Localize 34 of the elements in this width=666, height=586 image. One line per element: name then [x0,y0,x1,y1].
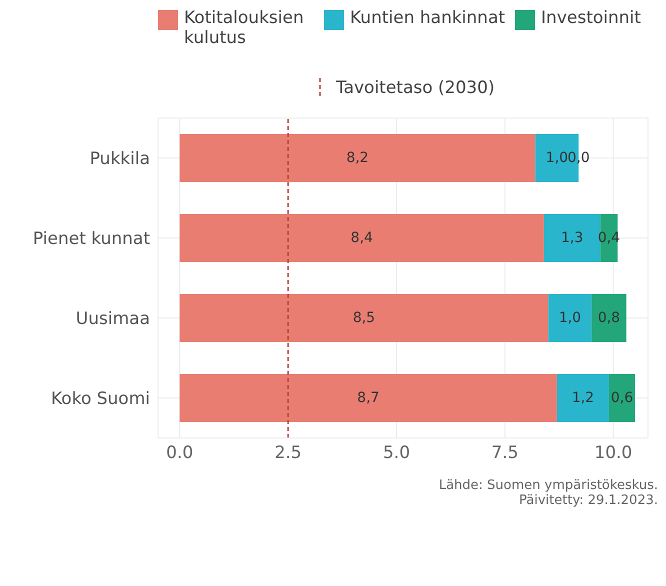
bar [544,214,600,262]
data-label: 8,2 [346,150,369,166]
bar [548,294,592,342]
bar [180,374,557,422]
legend-label: Kuntien hankinnat [350,8,506,28]
bar [608,374,635,422]
legend-label: Tavoitetaso (2030) [336,78,495,98]
y-tick-label: Pukkila [90,149,150,170]
bar [180,214,544,262]
y-tick-label: Uusimaa [76,309,150,330]
bar [180,134,536,182]
data-label: 8,7 [357,390,380,406]
data-label: 1,2 [572,390,594,406]
x-tick-label: 5.0 [382,443,410,464]
data-label: 8,5 [352,310,376,326]
x-tick-label: 10.0 [594,443,632,464]
data-label: 1,0 [558,310,582,326]
data-label: 0,8 [598,310,620,326]
bar [180,294,548,342]
data-label: 1,3 [560,230,584,246]
bar [556,374,609,422]
legend-label: Investoinnit [541,8,641,28]
data-label: 8,4 [350,230,374,246]
x-tick-label: 7.5 [491,443,518,464]
data-label: 1,0 [546,150,568,166]
y-tick-label: Koko Suomi [51,389,150,410]
bar [592,294,626,342]
text: Lähde: Suomen ympäristökeskus. [438,478,658,493]
y-tick-label: Pienet kunnat [32,229,150,250]
x-tick-label: 0.0 [166,443,194,464]
legend-label: Kotitalouksien kulutus [184,8,305,48]
text: Päivitetty: 29.1.2023. [518,493,658,508]
x-tick-label: 2.5 [274,443,302,464]
data-label: 0,6 [610,390,634,406]
